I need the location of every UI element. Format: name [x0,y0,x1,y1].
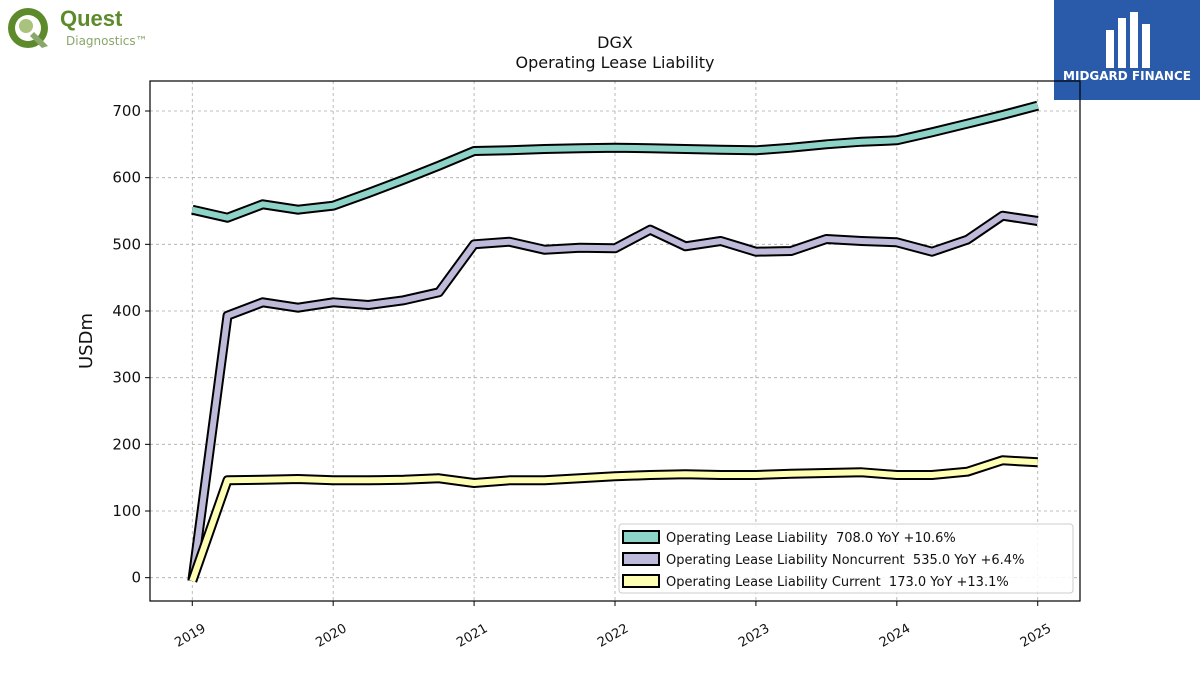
x-tick-label: 2020 [313,621,349,651]
midgard-logo-icon [1106,12,1150,68]
chart-subtitle: Operating Lease Liability [515,53,714,72]
series-lines [187,100,1039,583]
y-tick-label: 0 [131,569,141,587]
quest-logo-subtitle: Diagnostics™ [66,34,148,48]
chart-title: DGX [597,33,633,52]
series-line [189,457,1038,582]
legend-swatch [622,574,660,588]
y-tick-label: 500 [112,235,141,253]
quest-logo-icon [8,8,48,48]
midgard-finance-logo: MIDGARD FINANCE [1054,0,1200,100]
y-tick-label: 400 [112,302,141,320]
y-tick-label: 600 [112,169,141,187]
x-tick-label: 2021 [454,621,490,651]
x-tick-label: 2022 [595,621,631,651]
x-tick-label: 2024 [877,621,913,651]
legend-box [618,523,1074,594]
plot-frame [149,80,1081,602]
legend-swatch [622,530,660,544]
legend-label: Operating Lease Liability 708.0 YoY +10.… [666,531,956,546]
x-tick-label: 2025 [1018,621,1054,651]
x-tick-label: 2019 [172,621,208,651]
grid [150,81,1080,601]
legend-swatch [622,552,660,566]
y-tick-label: 200 [112,435,141,453]
y-tick-label: 300 [112,369,141,387]
y-tick-label: 700 [112,102,141,120]
legend: Operating Lease Liability 708.0 YoY +10.… [618,523,1074,594]
series-line [191,102,1039,221]
x-axis: 2019 2020 2021 2022 2023 2024 2025 [172,601,1054,651]
quest-diagnostics-logo: Quest Diagnostics™ [4,4,204,52]
midgard-logo-name: MIDGARD FINANCE [1063,69,1191,83]
legend-label: Operating Lease Liability Noncurrent 535… [666,553,1024,568]
series-line [189,212,1039,582]
y-axis: 0 100 200 300 400 500 600 700 [112,102,150,587]
y-axis-label: USDm [76,313,97,369]
quest-logo-name: Quest [60,6,123,31]
x-tick-label: 2023 [736,621,772,651]
y-tick-label: 100 [112,502,141,520]
legend-label: Operating Lease Liability Current 173.0 … [666,575,1009,590]
